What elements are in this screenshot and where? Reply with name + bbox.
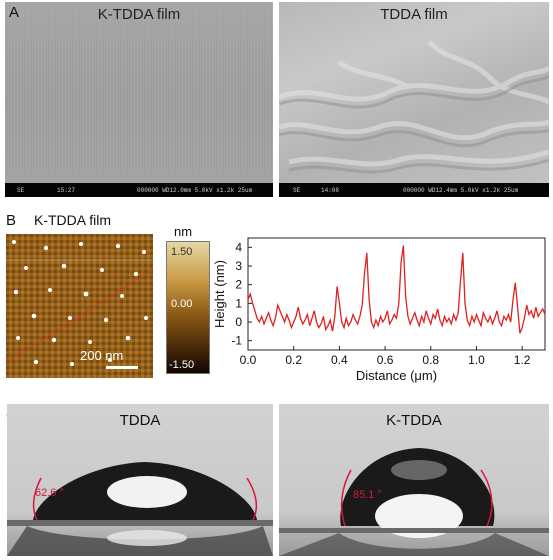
afm-surface bbox=[6, 234, 153, 378]
sem-right-info: 000000 WD12.4mm 5.0kV x1.2k 25um bbox=[403, 187, 519, 194]
height-colorbar: 1.50 0.00 -1.50 bbox=[166, 241, 210, 374]
afm-title: K-TDDA film bbox=[34, 212, 111, 228]
x-tick-label: 1.2 bbox=[514, 353, 531, 367]
ca-right-angle: 85.1 ° bbox=[353, 489, 382, 501]
panel-b-letter: B bbox=[6, 212, 17, 229]
droplet-tdda bbox=[7, 462, 273, 556]
x-axis-label: Distance (μm) bbox=[356, 368, 437, 383]
sem-left-info: 000000 WD12.0mm 5.0kV x1.2k 25um bbox=[137, 187, 253, 194]
x-tick-label: 0.4 bbox=[331, 353, 348, 367]
x-tick-label: 1.0 bbox=[468, 353, 485, 367]
series-line-height-profile bbox=[247, 245, 546, 334]
sem-left-info-bar: SE 15:27 000000 WD12.0mm 5.0kV x1.2k 25u… bbox=[5, 183, 273, 197]
sem-wrinkles bbox=[279, 40, 549, 174]
y-tick-label: 3 bbox=[235, 259, 242, 273]
profile-line bbox=[6, 269, 153, 363]
sem-texture bbox=[5, 2, 273, 197]
x-tick-label: 0.8 bbox=[422, 353, 439, 367]
sem-right-tag: SE bbox=[293, 187, 301, 194]
ca-left-title: TDDA bbox=[119, 412, 161, 429]
y-tick-label: -1 bbox=[231, 334, 242, 348]
y-tick-label: 0 bbox=[235, 315, 242, 329]
y-tick-label: 4 bbox=[235, 240, 242, 254]
y-axis-label: Height (nm) bbox=[212, 260, 227, 328]
colorbar-min: -1.50 bbox=[169, 359, 195, 371]
height-profile-chart: 0.0 0.2 0.4 0.6 0.8 1.0 1.2 -1 0 1 2 3 4 Distance (… bbox=[212, 237, 546, 383]
plot-frame bbox=[247, 237, 546, 351]
sem-left-title: K-TDDA film bbox=[97, 6, 181, 23]
sem-right-info-bar: SE 14:08 000000 WD12.4mm 5.0kV x1.2k 25u… bbox=[279, 183, 549, 197]
colorbar-max: 1.50 bbox=[171, 246, 193, 258]
afm-image: 200 nm bbox=[6, 234, 153, 378]
sem-left-tag: SE bbox=[17, 187, 25, 194]
ca-left-angle: 62.6 ° bbox=[35, 487, 64, 499]
sem-image-tdda: TDDA film SE 14:08 000000 WD12.4mm 5.0kV… bbox=[279, 2, 549, 197]
ca-right-title: K-TDDA bbox=[386, 412, 442, 429]
y-tick-label: 1 bbox=[235, 296, 242, 310]
x-tick-label: 0.0 bbox=[240, 353, 257, 367]
panel-a-letter: A bbox=[9, 4, 20, 21]
droplet-k-tdda bbox=[279, 448, 549, 556]
scale-bar-label: 200 nm bbox=[80, 348, 124, 363]
x-tick-label: 0.6 bbox=[377, 353, 394, 367]
afm-particles bbox=[12, 240, 148, 366]
sem-right-title: TDDA film bbox=[380, 6, 448, 23]
y-tick-label: 2 bbox=[235, 278, 242, 292]
sem-right-time: 14:08 bbox=[321, 187, 340, 194]
x-tick-label: 0.2 bbox=[285, 353, 302, 367]
sem-left-time: 15:27 bbox=[57, 187, 76, 194]
sem-image-k-tdda: K-TDDA film SE 15:27 000000 WD12.0mm 5.0… bbox=[5, 2, 273, 197]
colorbar-unit: nm bbox=[174, 224, 193, 239]
scale-bar bbox=[106, 366, 138, 369]
contact-angle-k-tdda: K-TDDA 85.1 ° bbox=[279, 404, 549, 556]
contact-angle-tdda: TDDA 62.6 ° bbox=[7, 404, 273, 556]
colorbar-mid: 0.00 bbox=[171, 298, 193, 310]
